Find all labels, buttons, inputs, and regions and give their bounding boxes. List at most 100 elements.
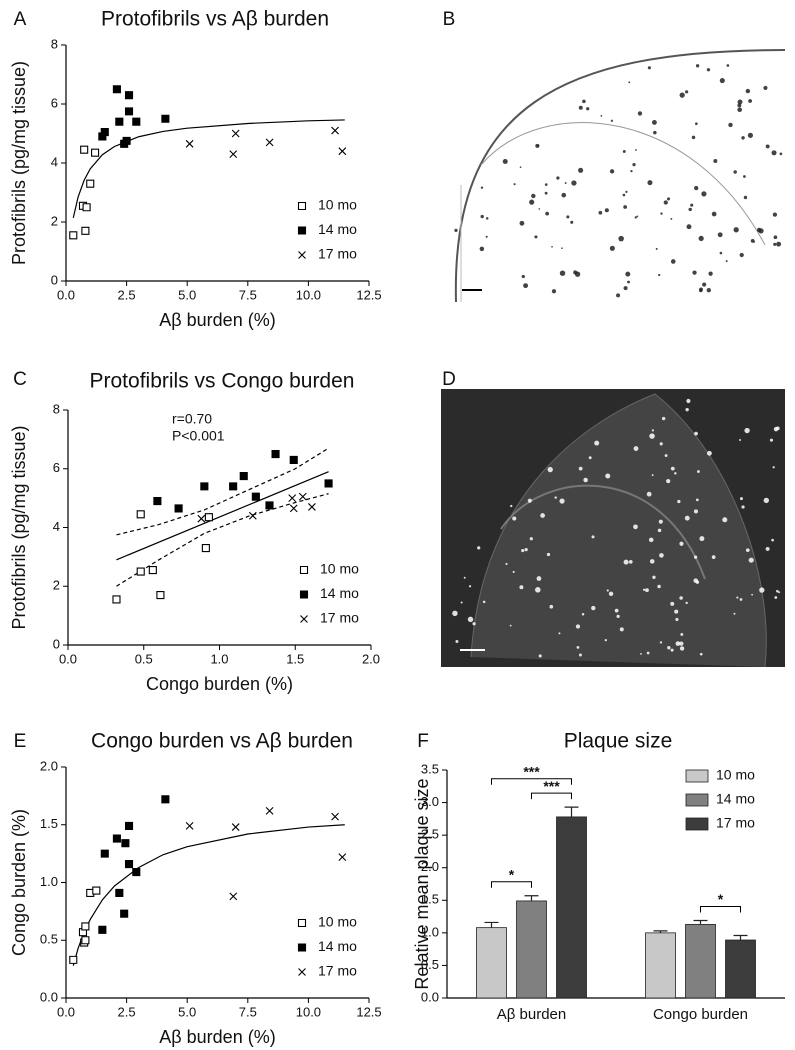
legend-label: 17 mo: [320, 610, 359, 626]
plaque: [657, 584, 661, 589]
plaque: [765, 546, 770, 551]
plaque: [604, 638, 607, 642]
micrograph: [441, 45, 785, 302]
error-bar: [524, 895, 539, 901]
plaque: [485, 235, 488, 238]
panel-letter: F: [417, 731, 429, 752]
marker: [148, 566, 157, 575]
error-bar: [653, 930, 668, 933]
x-tick-label: 5.0: [178, 1004, 196, 1019]
plaque: [480, 214, 484, 219]
panel-letter: E: [14, 731, 27, 752]
marker: [308, 503, 316, 511]
plaque: [769, 438, 774, 442]
plaque: [680, 633, 684, 636]
annotation: P<0.001: [172, 428, 225, 444]
plaque: [521, 274, 525, 279]
marker: [112, 834, 121, 843]
legend-marker: [297, 201, 307, 211]
significance-label: *: [509, 866, 515, 882]
plaque: [679, 541, 684, 546]
plaque: [776, 241, 782, 247]
plaque: [616, 614, 620, 618]
y-tick-label: 1.0: [421, 924, 439, 939]
legend-label: 14 mo: [716, 791, 755, 807]
marker: [121, 839, 130, 848]
plaque: [699, 287, 703, 292]
marker: [338, 853, 347, 861]
x-axis-label: Aβ burden (%): [159, 1027, 275, 1047]
bar: [685, 923, 716, 999]
plaque: [648, 537, 654, 543]
plaque: [670, 648, 674, 652]
plaque: [741, 505, 745, 509]
plaque: [691, 135, 696, 140]
x-tick-label: 1.5: [286, 651, 304, 666]
plaque: [482, 600, 486, 604]
plaque: [564, 182, 567, 184]
plaque: [606, 589, 609, 592]
marker: [69, 955, 78, 964]
marker: [298, 492, 307, 501]
plaque: [623, 205, 627, 209]
y-tick-label: 6: [53, 460, 60, 475]
marker: [86, 888, 95, 897]
plaque: [588, 456, 592, 460]
plaque: [685, 601, 688, 605]
plaque: [743, 175, 746, 178]
plaque: [559, 498, 565, 504]
plaque: [679, 596, 683, 600]
plaque: [642, 588, 646, 591]
legend-marker: [297, 918, 307, 928]
tissue-layer: [480, 122, 766, 246]
plaque: [711, 555, 716, 559]
plaque: [693, 578, 698, 583]
marker: [100, 849, 109, 858]
plaque: [693, 555, 698, 559]
marker: [124, 859, 134, 869]
marker: [229, 892, 238, 901]
plaque: [713, 159, 718, 163]
plaque: [756, 227, 762, 233]
marker: [153, 497, 162, 506]
plaque: [485, 217, 489, 220]
x-tick-label: 0.0: [59, 651, 77, 666]
plaque: [659, 641, 663, 644]
legend-label: 17 mo: [716, 815, 755, 831]
plaque: [773, 235, 778, 240]
plaque: [737, 107, 742, 113]
marker: [338, 147, 347, 156]
marker: [265, 501, 274, 510]
legend-swatch: [685, 793, 709, 807]
fit-line: [116, 493, 329, 587]
plaque: [512, 516, 517, 521]
plaque: [536, 576, 542, 581]
plaque: [509, 624, 512, 627]
bar: [645, 932, 676, 999]
marker: [92, 886, 101, 895]
plaque: [468, 585, 472, 588]
legend-marker: [300, 615, 308, 623]
plaque: [586, 107, 590, 111]
plaque: [538, 654, 542, 658]
plaque: [739, 497, 743, 501]
plaque: [609, 169, 615, 174]
y-tick-label: 0.5: [421, 957, 439, 972]
y-tick-label: 1.5: [40, 816, 58, 831]
plaque: [655, 247, 658, 250]
plaque: [578, 167, 584, 173]
marker: [200, 482, 209, 491]
marker: [265, 138, 274, 147]
marker: [229, 150, 238, 159]
annotation: r=0.70: [172, 411, 212, 427]
chart-title: Protofibrils vs Congo burden: [90, 370, 355, 393]
x-tick-label: 7.5: [239, 287, 257, 302]
plaque: [696, 470, 700, 473]
marker: [115, 117, 124, 126]
plaque: [772, 466, 775, 469]
plaque: [698, 235, 704, 242]
plaque: [519, 166, 522, 169]
plaque: [719, 251, 723, 255]
plaque: [726, 64, 730, 67]
